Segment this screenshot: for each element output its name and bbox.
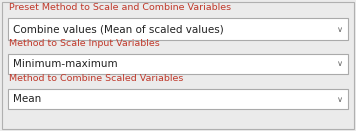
Bar (8, 54, 348, 74)
Bar (8, 18, 348, 40)
Text: ∨: ∨ (337, 59, 343, 69)
Text: ∨: ∨ (337, 24, 343, 34)
Text: Mean: Mean (13, 94, 41, 104)
Text: ∨: ∨ (337, 94, 343, 103)
Text: Combine values (Mean of scaled values): Combine values (Mean of scaled values) (13, 24, 224, 34)
Text: Method to Scale Input Variables: Method to Scale Input Variables (9, 39, 160, 48)
Bar (8, 89, 348, 109)
Text: Method to Combine Scaled Variables: Method to Combine Scaled Variables (9, 74, 183, 83)
Text: Minimum-maximum: Minimum-maximum (13, 59, 117, 69)
Text: Preset Method to Scale and Combine Variables: Preset Method to Scale and Combine Varia… (9, 3, 231, 12)
